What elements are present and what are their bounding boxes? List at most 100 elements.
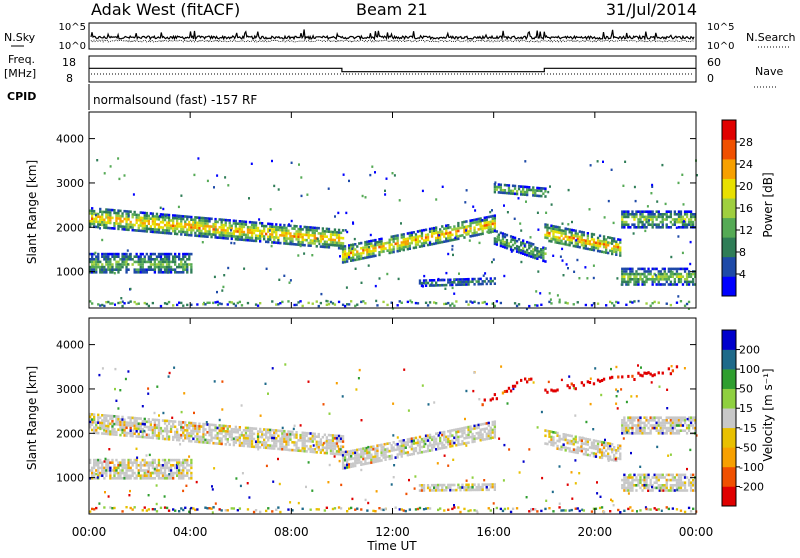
heatmap-cell xyxy=(484,222,486,225)
heatmap-cell xyxy=(565,227,567,230)
heatmap-cell xyxy=(101,427,103,430)
heatmap-cell xyxy=(105,261,107,264)
heatmap-cell xyxy=(136,435,138,438)
heatmap-cell xyxy=(548,435,550,438)
heatmap-cell xyxy=(177,463,179,465)
heatmap-cell xyxy=(279,437,281,440)
heatmap-cell xyxy=(455,439,457,442)
heatmap-cell xyxy=(528,448,530,450)
heatmap-cell xyxy=(577,301,579,303)
heatmap-cell xyxy=(144,217,146,220)
heatmap-cell xyxy=(223,224,225,227)
heatmap-cell xyxy=(269,431,271,434)
heatmap-cell xyxy=(593,439,595,442)
heatmap-cell xyxy=(364,463,366,466)
colorbar-swatch xyxy=(722,237,736,257)
heatmap-cell xyxy=(447,281,449,284)
heatmap-cell xyxy=(431,489,433,492)
heatmap-cell xyxy=(662,476,664,479)
heatmap-cell xyxy=(508,187,510,190)
heatmap-cell xyxy=(245,432,247,435)
heatmap-cell xyxy=(605,450,607,453)
heatmap-cell xyxy=(684,270,686,273)
heatmap-cell xyxy=(597,303,599,305)
heatmap-cell xyxy=(101,469,103,472)
heatmap-cell xyxy=(289,433,291,436)
heatmap-cell xyxy=(174,261,176,264)
heatmap-cell xyxy=(585,239,587,242)
heatmap-cell xyxy=(409,245,411,248)
heatmap-cell xyxy=(378,460,380,463)
heatmap-cell xyxy=(678,216,680,219)
heatmap-cell xyxy=(91,212,93,215)
heatmap-cell xyxy=(378,241,380,244)
heatmap-cell xyxy=(314,242,316,245)
heatmap-cell xyxy=(109,209,111,212)
heatmap-cell xyxy=(627,226,629,229)
heatmap-cell xyxy=(680,474,682,477)
heatmap-cell xyxy=(490,215,492,218)
heatmap-cell xyxy=(279,224,281,227)
heatmap-cell xyxy=(247,440,249,443)
heatmap-cell xyxy=(297,238,299,241)
heatmap-cell xyxy=(389,252,391,255)
heatmap-cell xyxy=(645,476,647,479)
heatmap-cell xyxy=(166,477,168,480)
heatmap-cell xyxy=(692,416,694,419)
heatmap-cell xyxy=(670,484,672,487)
heatmap-cell xyxy=(391,236,393,239)
heatmap-cell xyxy=(265,434,267,437)
heatmap-cell xyxy=(162,271,164,274)
heatmap-cell xyxy=(415,238,417,241)
heatmap-cell xyxy=(652,210,654,213)
heatmap-cell xyxy=(346,255,348,258)
heatmap-cell xyxy=(647,270,649,273)
heatmap-cell xyxy=(643,487,645,490)
heatmap-cell xyxy=(312,303,314,305)
heatmap-cell xyxy=(558,448,560,451)
heatmap-cell xyxy=(288,223,290,225)
heatmap-cell xyxy=(629,484,631,487)
heatmap-cell xyxy=(121,212,123,215)
heatmap-cell xyxy=(225,221,227,224)
heatmap-cell xyxy=(227,441,229,444)
heatmap-cell xyxy=(251,229,253,232)
heatmap-cell xyxy=(465,442,467,445)
heatmap-cell xyxy=(518,303,520,305)
heatmap-cell xyxy=(645,218,647,221)
heatmap-cell xyxy=(148,266,150,269)
heatmap-cell xyxy=(676,227,678,229)
heatmap-cell xyxy=(303,252,305,254)
heatmap-cell xyxy=(623,424,625,427)
heatmap-cell xyxy=(107,227,109,230)
heatmap-cell xyxy=(200,225,202,228)
heatmap-cell xyxy=(150,212,152,215)
heatmap-cell xyxy=(427,439,429,442)
heatmap-cell xyxy=(623,487,625,490)
heatmap-cell xyxy=(168,224,170,227)
heatmap-cell xyxy=(438,434,440,436)
heatmap-cell xyxy=(568,189,570,191)
heatmap-cell xyxy=(639,424,641,427)
heatmap-cell xyxy=(664,283,666,286)
heatmap-cell xyxy=(340,448,342,450)
heatmap-cell xyxy=(312,239,314,242)
heatmap-cell xyxy=(668,210,670,213)
heatmap-cell xyxy=(435,232,437,235)
heatmap-cell xyxy=(241,404,243,406)
heatmap-cell xyxy=(269,236,271,239)
heatmap-cell xyxy=(99,304,101,306)
heatmap-cell xyxy=(478,432,480,435)
heatmap-cell xyxy=(528,189,530,192)
heatmap-cell xyxy=(308,231,310,234)
heatmap-cell xyxy=(366,454,368,457)
heatmap-cell xyxy=(93,220,95,223)
heatmap-cell xyxy=(664,213,666,216)
heatmap-cell xyxy=(259,230,261,233)
heatmap-cell xyxy=(518,238,520,241)
heatmap-cell xyxy=(269,225,271,228)
heatmap-cell xyxy=(162,430,164,433)
heatmap-cell xyxy=(174,433,176,436)
heatmap-cell xyxy=(160,255,162,258)
heatmap-cell xyxy=(605,455,607,458)
